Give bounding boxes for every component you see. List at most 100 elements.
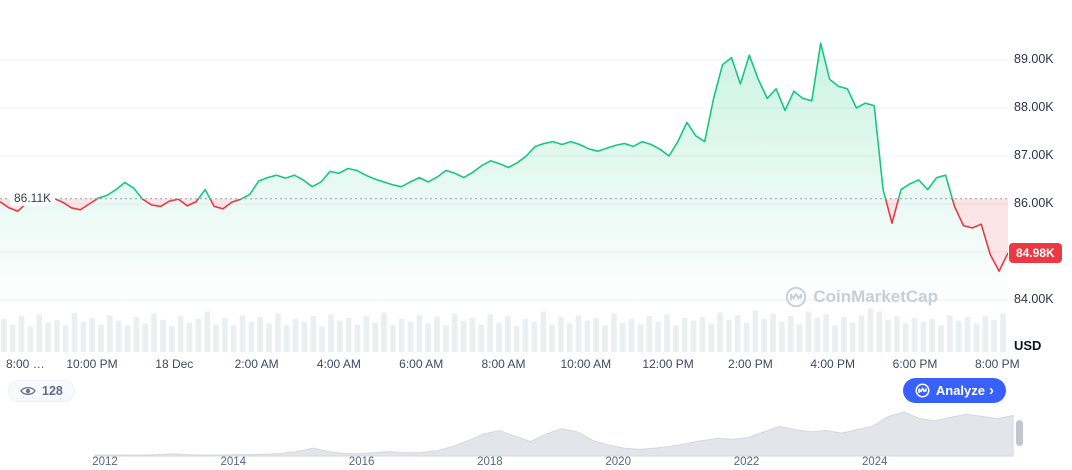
volume-bar [1000, 313, 1006, 352]
year-label: 2016 [348, 456, 375, 468]
volume-bar [133, 317, 140, 352]
volume-bar [487, 314, 493, 352]
price-line-down [0, 198, 1008, 272]
volume-bar [593, 318, 599, 352]
year-axis: 2012 2014 2016 2018 2020 2022 2024 [0, 456, 1072, 470]
volume-bar [18, 316, 25, 352]
volume-bar [849, 322, 856, 352]
volume-bar [796, 324, 803, 352]
volume-bar [637, 324, 644, 352]
volume-bar [319, 326, 325, 352]
volume-bar [823, 314, 829, 352]
volume-bar [416, 315, 423, 352]
volume-bar [549, 324, 555, 352]
y-axis-label: 88.00K [1014, 100, 1054, 114]
volume-bar [71, 312, 78, 352]
volume-bar [841, 317, 847, 352]
year-label: 2012 [92, 456, 118, 468]
volume-bar [513, 326, 520, 352]
volume-bar [337, 320, 343, 352]
price-chart-svg[interactable] [0, 0, 1008, 352]
volume-bar [124, 325, 131, 352]
x-axis-label: 18 Dec [155, 357, 194, 371]
volume-bar [805, 311, 812, 352]
volume-bar [522, 318, 529, 352]
volume-bar [283, 325, 290, 352]
volume-bar [982, 316, 989, 352]
volume-bar [708, 323, 714, 352]
volume-bar [89, 318, 95, 352]
volume-bar [938, 325, 944, 352]
range-handle[interactable] [1016, 420, 1023, 446]
price-line-up [34, 42, 954, 199]
volume-bar [345, 318, 352, 352]
volume-bar [673, 325, 679, 352]
volume-bar [867, 308, 874, 352]
volume-bar [469, 318, 476, 352]
year-label: 2018 [477, 456, 503, 468]
volume-bar [204, 311, 210, 352]
volume-bar [628, 318, 635, 352]
volume-bar [611, 313, 617, 352]
volume-bar [770, 313, 776, 352]
year-label: 2022 [733, 456, 760, 468]
x-axis-label: 8:00 AM [481, 357, 526, 371]
volume-bar [381, 312, 387, 352]
chevron-right-icon: › [989, 382, 994, 399]
volume-bar [584, 320, 591, 352]
volume-bar [275, 313, 281, 352]
analyze-button[interactable]: Analyze › [902, 378, 1006, 403]
volume-bar [743, 322, 750, 352]
volume-bar [531, 321, 538, 352]
volume-bar [169, 326, 175, 352]
year-label: 2020 [605, 456, 631, 468]
volume-bar [964, 317, 971, 352]
volume-bar [734, 315, 741, 352]
y-axis: 84.98K USD 89.00K 88.00K 87.00K 86.00K 84.00… [1008, 0, 1072, 374]
x-axis-label: 8:00 PM [974, 357, 1020, 371]
volume-bar [752, 310, 759, 352]
volume-bar [80, 321, 87, 352]
volume-bar [266, 323, 272, 352]
volume-bar [558, 317, 564, 352]
volume-bar [390, 325, 396, 352]
volume-bar [230, 325, 237, 352]
volume-bar [301, 321, 308, 352]
volume-bar [354, 324, 361, 352]
volume-bar [478, 324, 485, 352]
history-area [94, 411, 1014, 457]
volume-bar [372, 322, 378, 352]
history-mini-chart[interactable] [0, 408, 1072, 458]
watchers-badge[interactable]: 128 [8, 380, 75, 402]
x-axis-label: 10:00 AM [560, 357, 612, 371]
volume-bar [239, 315, 246, 352]
watermark: CoinMarketCap [785, 286, 938, 308]
date-range-selector[interactable]: 2012 2014 2016 2018 2020 2022 2024 [0, 406, 1072, 470]
volume-bar [496, 322, 502, 352]
volume-bar [973, 323, 980, 352]
volume-bar [832, 325, 838, 352]
x-axis-label: 12:00 PM [642, 357, 694, 371]
volume-bar [911, 318, 918, 352]
volume-bar [195, 318, 202, 352]
volume-bar [398, 318, 405, 352]
x-axis-label: 4:00 AM [316, 357, 361, 371]
volume-bar [310, 316, 317, 352]
volume-bar [814, 318, 821, 352]
chart-area[interactable]: 86.11K CoinMarketCap [0, 0, 1008, 352]
volume-bar [920, 321, 927, 352]
volume-bar [213, 324, 219, 352]
volume-bar [434, 317, 440, 352]
eye-icon [20, 387, 36, 395]
x-axis-label: 10:00 PM [66, 357, 118, 371]
x-axis-label: 2:00 AM [234, 357, 279, 371]
volume-bar [902, 323, 909, 352]
volume-bar [407, 321, 414, 352]
volume-bar [142, 323, 149, 352]
volume-bar [177, 316, 184, 352]
volume-bar [929, 318, 935, 352]
volume-bar [328, 314, 334, 352]
volume-bar [27, 326, 34, 352]
y-axis-label: 84.00K [1014, 292, 1054, 306]
